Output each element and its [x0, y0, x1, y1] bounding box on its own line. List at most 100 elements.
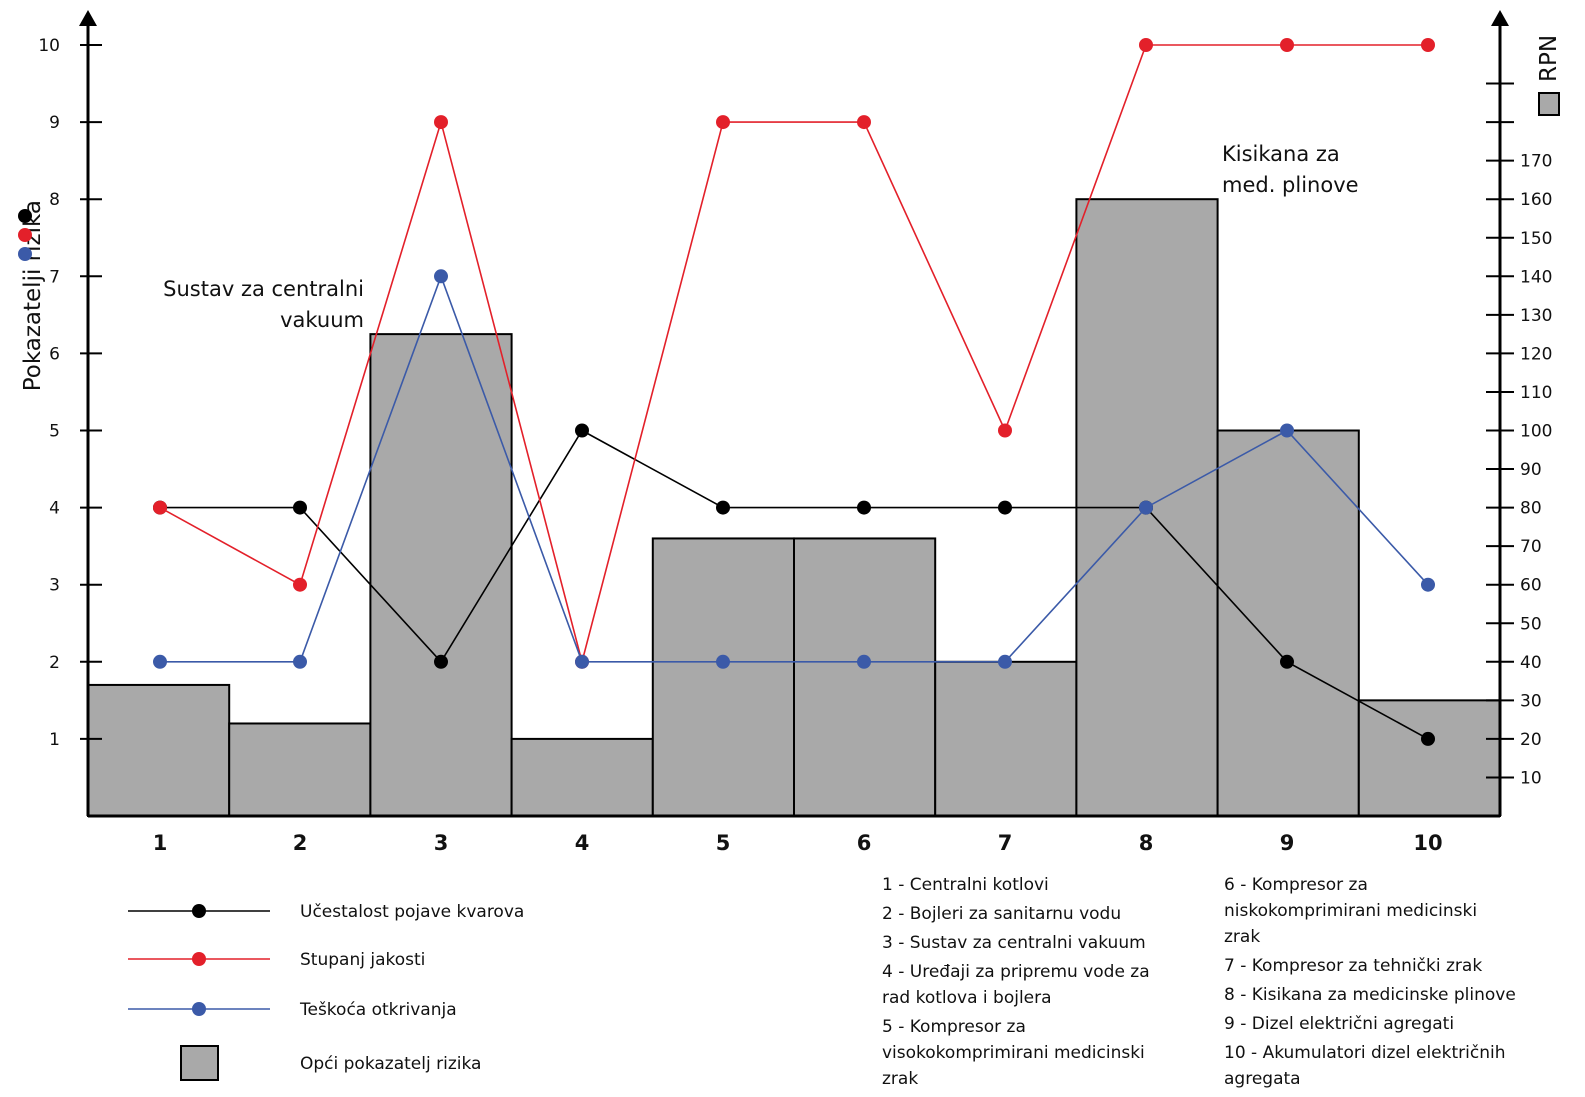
- y-right-tick-label: 170: [1520, 152, 1552, 172]
- series-point: [1139, 38, 1153, 52]
- rpn-swatch-icon: [1538, 92, 1560, 116]
- category-key-text: 5 - Kompresor za: [882, 1017, 1026, 1037]
- y-right-tick-label: 120: [1520, 344, 1552, 364]
- annotation-oxygen: Kisikana za: [1222, 142, 1340, 166]
- y-right-tick-label: 150: [1520, 229, 1552, 249]
- series-point: [716, 654, 730, 669]
- category-key-text: 3 - Sustav za centralni vakuum: [882, 933, 1146, 953]
- series-point: [1280, 654, 1294, 669]
- category-key-text: 9 - Dizel električni agregati: [1224, 1014, 1455, 1034]
- category-key-text: 10 - Akumulatori dizel električnih: [1224, 1043, 1506, 1063]
- x-tick-label: 9: [1280, 831, 1295, 855]
- series-point: [1280, 38, 1294, 52]
- bar-9: [1216, 429, 1360, 817]
- legend-dot-red-icon: [18, 228, 32, 242]
- legend-marker: [192, 952, 206, 966]
- category-key-text: agregata: [1224, 1069, 1301, 1089]
- category-key-text: rad kotlova i bojlera: [882, 988, 1052, 1008]
- y-right-tick-label: 140: [1520, 267, 1552, 287]
- legend-dot-blue-icon: [18, 247, 32, 261]
- legend-label: Stupanj jakosti: [300, 950, 425, 970]
- y-left-tick-label: 8: [49, 190, 60, 210]
- category-key-text: niskokomprimirani medicinski: [1224, 901, 1478, 921]
- y-left-tick-label: 6: [49, 344, 60, 364]
- series-3: [153, 269, 1435, 669]
- x-tick-label: 1: [153, 831, 168, 855]
- category-key-text: 6 - Kompresor za: [1224, 875, 1368, 895]
- series-point: [293, 500, 307, 515]
- y-right-tick-label: 130: [1520, 306, 1552, 326]
- series-point: [1280, 423, 1294, 438]
- series-2: [153, 38, 1435, 669]
- y-right-tick-label: 90: [1520, 460, 1542, 480]
- series-point: [293, 577, 307, 592]
- category-key-item: 7 - Kompresor za tehnički zrak: [1224, 953, 1524, 979]
- category-key-column: 6 - Kompresor za niskokomprimirani medici…: [1224, 872, 1524, 1095]
- series-point: [857, 115, 871, 130]
- bar-1: [87, 683, 231, 817]
- y-left-tick-label: 4: [49, 499, 60, 519]
- y-right-tick-label: 50: [1520, 614, 1542, 634]
- x-tick-label: 2: [293, 831, 308, 855]
- y-right-tick-label: 40: [1520, 653, 1542, 673]
- series-point: [575, 423, 589, 438]
- bar-3: [369, 333, 513, 817]
- bar-7: [934, 660, 1078, 817]
- series-line: [160, 429, 1429, 740]
- series-point: [716, 115, 730, 130]
- y-left-tick-label: 3: [49, 576, 60, 596]
- y-right-tick-label: 20: [1520, 730, 1542, 750]
- y-left-tick-label: 2: [49, 653, 60, 673]
- x-tick-label: 5: [716, 831, 731, 855]
- x-tick-label: 8: [1139, 831, 1154, 855]
- series-point: [1421, 38, 1435, 52]
- y-right-tick-label: 100: [1520, 422, 1552, 442]
- series-point: [716, 500, 730, 515]
- y-left-tick-label: 1: [49, 730, 60, 750]
- category-key-item: 9 - Dizel električni agregati: [1224, 1011, 1524, 1037]
- series-line: [160, 273, 1429, 663]
- bar-10: [1357, 699, 1502, 817]
- category-key-item: 1 - Centralni kotlovi: [882, 872, 1182, 898]
- series-point: [153, 500, 167, 515]
- annotation-vacuum: Sustav za centralni: [163, 277, 364, 301]
- y-axis-left-arrow: [79, 10, 97, 26]
- y-right-axis-title: RPN: [1536, 35, 1562, 82]
- category-key-item: 6 - Kompresor za niskokomprimirani medici…: [1224, 872, 1524, 950]
- legend-dot-black-icon: [18, 209, 32, 223]
- series-point: [293, 654, 307, 669]
- y-right-tick-label: 80: [1520, 499, 1542, 519]
- bar-6: [793, 537, 937, 817]
- series-point: [1421, 731, 1435, 746]
- bar-2: [228, 722, 372, 817]
- category-key-item: 2 - Bojleri za sanitarnu vodu: [882, 901, 1182, 927]
- y-left-tick-label: 7: [49, 267, 60, 287]
- category-key-text: 7 - Kompresor za tehnički zrak: [1224, 956, 1483, 976]
- series-point: [575, 654, 589, 669]
- annotation-vacuum: vakuum: [280, 308, 364, 332]
- y-right-tick-label: 10: [1520, 768, 1542, 788]
- category-key-text: zrak: [1224, 927, 1261, 947]
- category-key-text: 4 - Uređaji za pripremu vode za: [882, 962, 1150, 982]
- legend-label: Teškoća otkrivanja: [299, 1000, 457, 1020]
- category-key-column: 1 - Centralni kotlovi 2 - Bojleri za sani…: [882, 872, 1182, 1095]
- category-key-text: visokokomprimirani medicinski: [882, 1043, 1145, 1063]
- y-right-tick-label: 60: [1520, 576, 1542, 596]
- series-point: [153, 654, 167, 669]
- category-key-item: 4 - Uređaji za pripremu vode za rad kotlo…: [882, 959, 1182, 1011]
- x-tick-label: 7: [998, 831, 1013, 855]
- category-key-text: 8 - Kisikana za medicinske plinove: [1224, 985, 1516, 1005]
- series-point: [857, 654, 871, 669]
- y-left-tick-label: 5: [49, 422, 60, 442]
- bar-5: [651, 537, 795, 817]
- series-point: [857, 500, 871, 515]
- series-point: [1421, 577, 1435, 592]
- category-key-item: 10 - Akumulatori dizel električnih agrega…: [1224, 1040, 1524, 1092]
- category-key-text: 1 - Centralni kotlovi: [882, 875, 1049, 895]
- y-left-tick-label: 10: [38, 36, 60, 56]
- annotation-oxygen: med. plinove: [1222, 173, 1359, 197]
- series-line: [159, 44, 1428, 665]
- y-right-tick-label: 160: [1520, 190, 1552, 210]
- x-tick-label: 6: [857, 831, 872, 855]
